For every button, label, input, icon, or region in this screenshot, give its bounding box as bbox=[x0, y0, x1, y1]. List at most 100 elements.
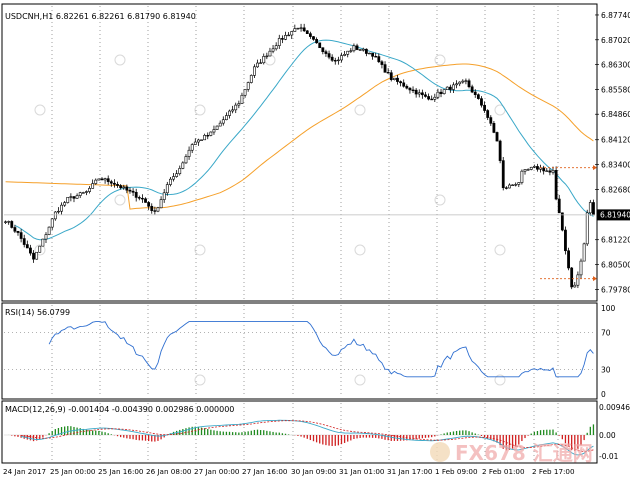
candle-body-105 bbox=[330, 56, 334, 61]
candle-body-90 bbox=[284, 35, 287, 40]
candle-body-136 bbox=[427, 96, 430, 100]
time-label-5: 27 Jan 16:00 bbox=[242, 467, 288, 476]
current-price-label: 6.81940 bbox=[600, 210, 630, 219]
candle-body-174 bbox=[545, 170, 549, 172]
candle-body-53 bbox=[169, 178, 172, 185]
candle-body-135 bbox=[424, 94, 427, 97]
price-tick-label-1: 6.87020 bbox=[601, 36, 630, 45]
watermark-layer bbox=[34, 54, 506, 386]
rsi-tick-label-0: 100 bbox=[601, 304, 616, 313]
vertical-gridlines bbox=[51, 6, 559, 461]
candle-body-4 bbox=[16, 230, 20, 233]
candle-body-164 bbox=[514, 184, 518, 186]
candle-body-68 bbox=[215, 125, 219, 130]
candle-body-171 bbox=[536, 166, 539, 170]
candle-body-17 bbox=[57, 210, 60, 213]
time-label-4: 27 Jan 00:00 bbox=[194, 467, 240, 476]
macd-panel-title: MACD(12,26,9) -0.001404 -0.004390 0.0029… bbox=[5, 405, 234, 414]
candle-body-54 bbox=[172, 176, 175, 180]
candle-body-137 bbox=[430, 98, 434, 101]
candle-body-157 bbox=[492, 123, 496, 133]
candle-body-155 bbox=[486, 110, 490, 118]
candle-body-148 bbox=[464, 80, 468, 82]
candle-body-116 bbox=[364, 48, 368, 54]
candle-body-181 bbox=[567, 250, 570, 269]
candle-body-130 bbox=[408, 87, 412, 91]
candle-body-47 bbox=[150, 205, 154, 211]
watermark-mark-8 bbox=[114, 194, 126, 206]
candle-body-92 bbox=[290, 31, 294, 36]
price-panel[interactable] bbox=[1, 3, 598, 302]
candle-body-30 bbox=[97, 178, 101, 181]
time-label-7: 31 Jan 01:00 bbox=[339, 467, 385, 476]
candle-body-40 bbox=[128, 189, 132, 192]
price-panel-title: USDCNH,H1 6.82261 6.82261 6.81790 6.8194… bbox=[5, 12, 196, 21]
marker-level-arrow-0 bbox=[593, 165, 597, 171]
watermark-mark-14 bbox=[354, 374, 366, 386]
candle-body-170 bbox=[532, 166, 536, 168]
candle-body-154 bbox=[483, 104, 486, 111]
watermark-mark-7 bbox=[34, 244, 46, 256]
candle-body-87 bbox=[274, 45, 278, 50]
candle-body-26 bbox=[85, 191, 88, 193]
candle-body-110 bbox=[346, 50, 350, 55]
time-label-6: 30 Jan 09:00 bbox=[291, 467, 337, 476]
candle-body-79 bbox=[249, 75, 253, 83]
candle-body-106 bbox=[333, 60, 337, 62]
marker-level-arrow-1 bbox=[593, 276, 597, 282]
candle-body-71 bbox=[225, 115, 228, 121]
candle-body-51 bbox=[162, 192, 166, 200]
candle-body-36 bbox=[116, 184, 119, 186]
candle-body-43 bbox=[137, 197, 141, 199]
time-label-11: 2 Feb 17:00 bbox=[532, 467, 575, 476]
price-tick-label-5: 6.84120 bbox=[601, 136, 630, 145]
candle-body-151 bbox=[473, 91, 477, 95]
candle-body-117 bbox=[368, 52, 371, 55]
candle-body-33 bbox=[106, 178, 110, 182]
candle-body-13 bbox=[44, 234, 48, 240]
candle-body-34 bbox=[109, 181, 113, 184]
candle-body-182 bbox=[570, 267, 574, 288]
candle-body-163 bbox=[511, 184, 514, 186]
candle-body-180 bbox=[564, 229, 567, 252]
fast-moving-average bbox=[14, 39, 594, 241]
fast-ma-line bbox=[14, 39, 594, 241]
candle-body-6 bbox=[22, 238, 26, 245]
rsi-panel[interactable] bbox=[1, 302, 598, 400]
candle-body-8 bbox=[29, 247, 32, 254]
candle-body-20 bbox=[66, 196, 70, 203]
candle-body-128 bbox=[402, 82, 406, 87]
candle-body-133 bbox=[417, 92, 421, 95]
time-label-9: 1 Feb 09:00 bbox=[435, 467, 478, 476]
macd-series bbox=[4, 419, 595, 456]
candle-body-78 bbox=[246, 82, 250, 90]
candle-body-18 bbox=[60, 204, 63, 212]
rsi-tick-label-2: 30 bbox=[601, 365, 611, 374]
candle-body-127 bbox=[399, 81, 402, 84]
brand-logo: FX678 汇通网 bbox=[430, 441, 593, 465]
candle-body-46 bbox=[147, 202, 151, 207]
watermark-mark-0 bbox=[34, 104, 46, 116]
candle-body-177 bbox=[554, 170, 558, 200]
price-tick-label-9: 6.81220 bbox=[601, 236, 630, 245]
price-tick-label-4: 6.84860 bbox=[601, 110, 630, 119]
time-label-2: 25 Jan 16:00 bbox=[98, 467, 144, 476]
candle-body-5 bbox=[19, 232, 23, 239]
candle-body-50 bbox=[159, 199, 163, 209]
candle-body-134 bbox=[420, 92, 424, 96]
candle-body-187 bbox=[585, 212, 589, 245]
candle-body-129 bbox=[405, 85, 409, 89]
candle-body-114 bbox=[358, 49, 362, 51]
candle-body-44 bbox=[141, 197, 144, 200]
candle-body-49 bbox=[156, 207, 160, 212]
candle-body-61 bbox=[193, 141, 197, 145]
time-label-3: 26 Jan 08:00 bbox=[146, 467, 192, 476]
watermark-mark-5 bbox=[434, 54, 446, 66]
price-tick-label-0: 6.87740 bbox=[601, 11, 630, 20]
candle-body-88 bbox=[277, 38, 281, 46]
candle-body-3 bbox=[13, 227, 17, 232]
macd-panel[interactable] bbox=[1, 400, 598, 464]
candle-body-150 bbox=[470, 86, 474, 93]
